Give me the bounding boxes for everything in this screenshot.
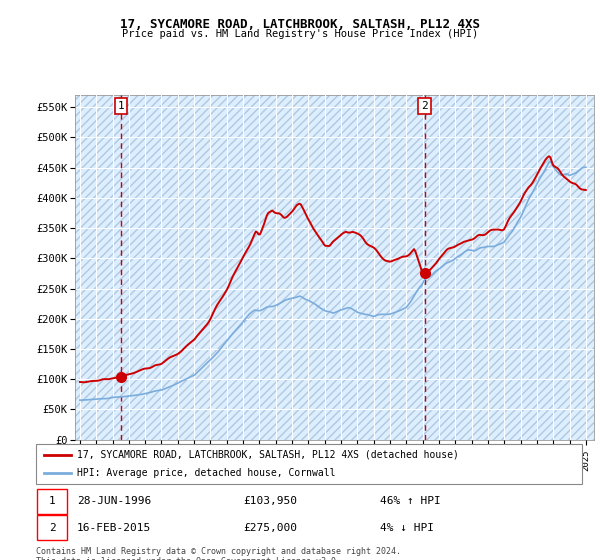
Text: 4% ↓ HPI: 4% ↓ HPI [380, 522, 434, 533]
Text: £275,000: £275,000 [244, 522, 298, 533]
Text: 2: 2 [421, 101, 428, 111]
FancyBboxPatch shape [37, 488, 67, 514]
Text: 46% ↑ HPI: 46% ↑ HPI [380, 496, 441, 506]
Text: 16-FEB-2015: 16-FEB-2015 [77, 522, 151, 533]
Bar [75, 95, 594, 440]
Text: 17, SYCAMORE ROAD, LATCHBROOK, SALTASH, PL12 4XS: 17, SYCAMORE ROAD, LATCHBROOK, SALTASH, … [120, 18, 480, 31]
Text: 28-JUN-1996: 28-JUN-1996 [77, 496, 151, 506]
Text: 2: 2 [49, 522, 55, 533]
Text: HPI: Average price, detached house, Cornwall: HPI: Average price, detached house, Corn… [77, 468, 335, 478]
Text: 1: 1 [49, 496, 55, 506]
Text: £103,950: £103,950 [244, 496, 298, 506]
FancyBboxPatch shape [37, 515, 67, 540]
Text: 1: 1 [118, 101, 124, 111]
Text: Contains HM Land Registry data © Crown copyright and database right 2024.
This d: Contains HM Land Registry data © Crown c… [36, 547, 401, 560]
Text: 17, SYCAMORE ROAD, LATCHBROOK, SALTASH, PL12 4XS (detached house): 17, SYCAMORE ROAD, LATCHBROOK, SALTASH, … [77, 450, 459, 460]
Text: Price paid vs. HM Land Registry's House Price Index (HPI): Price paid vs. HM Land Registry's House … [122, 29, 478, 39]
